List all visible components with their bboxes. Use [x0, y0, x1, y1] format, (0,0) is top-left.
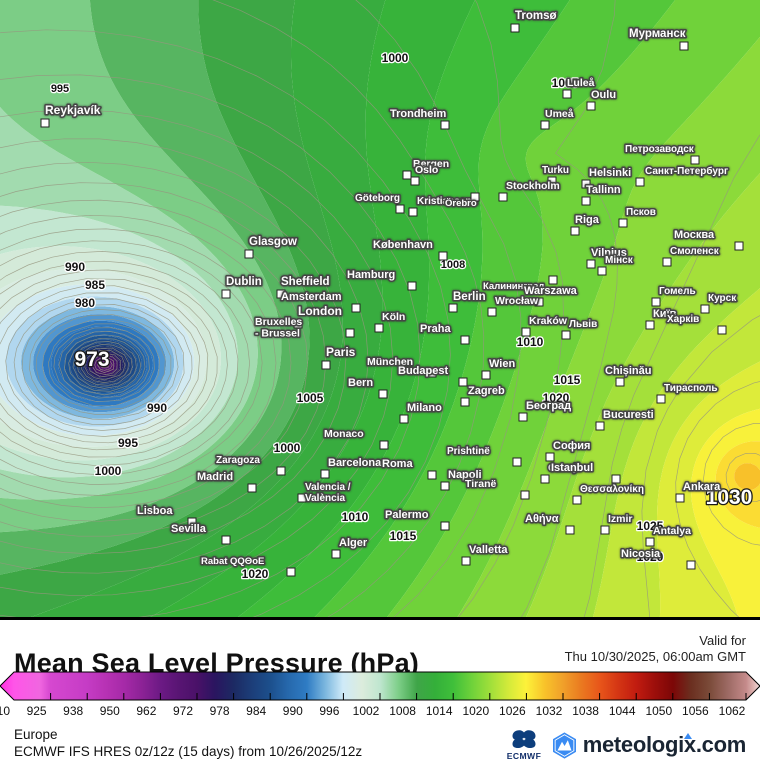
- svg-text:Θεσσαλονίκη: Θεσσαλονίκη: [580, 484, 644, 495]
- svg-text:Смоленск: Смоленск: [670, 246, 720, 257]
- svg-text:London: London: [298, 304, 342, 318]
- svg-text:- Brussel: - Brussel: [255, 328, 300, 340]
- svg-text:София: София: [553, 440, 590, 452]
- svg-text:Luleå: Luleå: [567, 77, 595, 89]
- svg-text:Stockholm: Stockholm: [506, 180, 560, 192]
- svg-text:Ankara: Ankara: [683, 481, 721, 493]
- svg-text:Αθήνα: Αθήνα: [525, 513, 559, 525]
- svg-text:Turku: Turku: [542, 165, 569, 176]
- svg-text:1000: 1000: [274, 441, 301, 455]
- svg-text:1000: 1000: [95, 464, 122, 478]
- svg-text:1005: 1005: [297, 391, 324, 405]
- svg-text:1015: 1015: [554, 373, 581, 387]
- svg-text:Köln: Köln: [382, 311, 405, 323]
- svg-text:Москва: Москва: [674, 229, 715, 241]
- svg-text:València: València: [305, 493, 345, 504]
- svg-text:Chișinău: Chișinău: [605, 365, 651, 377]
- svg-text:København: København: [373, 239, 433, 251]
- svg-text:Nicosia: Nicosia: [621, 548, 661, 560]
- svg-text:980: 980: [75, 296, 95, 310]
- svg-text:Trondheim: Trondheim: [390, 108, 446, 120]
- svg-text:Гомель: Гомель: [659, 286, 696, 297]
- svg-text:Kraków: Kraków: [529, 315, 568, 327]
- svg-text:Львів: Львів: [569, 319, 597, 330]
- svg-text:Palermo: Palermo: [385, 509, 429, 521]
- svg-text:Praha: Praha: [420, 323, 451, 335]
- svg-text:1015: 1015: [390, 529, 417, 543]
- svg-text:Bern: Bern: [348, 377, 373, 389]
- svg-text:Umeå: Umeå: [545, 108, 574, 120]
- svg-text:Петрозаводск: Петрозаводск: [625, 144, 695, 155]
- svg-text:Alger: Alger: [339, 537, 368, 549]
- svg-text:Tromsø: Tromsø: [515, 10, 557, 22]
- svg-text:Мінск: Мінск: [605, 255, 634, 266]
- svg-text:Paris: Paris: [326, 345, 356, 359]
- svg-text:Београд: Београд: [526, 400, 571, 412]
- svg-text:Izmir: Izmir: [608, 513, 633, 525]
- svg-text:Madrid: Madrid: [197, 471, 233, 483]
- svg-text:990: 990: [147, 401, 167, 415]
- svg-text:Oslo: Oslo: [415, 164, 438, 176]
- svg-text:995: 995: [118, 436, 138, 450]
- svg-text:Tiranë: Tiranë: [465, 478, 496, 490]
- svg-text:Zagreb: Zagreb: [468, 385, 505, 397]
- svg-text:Milano: Milano: [407, 402, 442, 414]
- svg-text:Antalya: Antalya: [653, 525, 691, 537]
- svg-text:973: 973: [74, 348, 109, 371]
- svg-text:995: 995: [51, 83, 69, 95]
- svg-text:Roma: Roma: [382, 458, 413, 470]
- svg-text:Харків: Харків: [667, 314, 699, 325]
- svg-text:Oulu: Oulu: [591, 89, 616, 101]
- svg-text:Helsinki: Helsinki: [589, 167, 631, 179]
- svg-text:Budapest: Budapest: [398, 365, 448, 377]
- svg-text:Örebro: Örebro: [445, 198, 477, 209]
- svg-text:Санкт-Петербург: Санкт-Петербург: [645, 165, 728, 177]
- svg-text:Bucuresti: Bucuresti: [603, 409, 654, 421]
- svg-text:Bruxelles: Bruxelles: [255, 316, 302, 328]
- svg-text:Tallinn: Tallinn: [586, 184, 621, 196]
- svg-text:Valletta: Valletta: [469, 544, 508, 556]
- svg-text:Valencia /: Valencia /: [305, 482, 351, 493]
- svg-text:Istanbul: Istanbul: [551, 462, 593, 474]
- svg-text:Wrocław: Wrocław: [495, 295, 539, 307]
- svg-text:Тирасполь: Тирасполь: [664, 383, 718, 394]
- svg-text:Sheffield: Sheffield: [281, 276, 330, 288]
- svg-text:1000: 1000: [382, 51, 409, 65]
- svg-text:Мурманск: Мурманск: [629, 28, 686, 40]
- svg-text:Dublin: Dublin: [226, 276, 262, 288]
- svg-text:1020: 1020: [242, 567, 269, 581]
- svg-text:1010: 1010: [342, 510, 369, 524]
- svg-text:Lisboa: Lisboa: [137, 505, 173, 517]
- svg-text:Prishtinë: Prishtinë: [447, 446, 490, 457]
- svg-text:Monaco: Monaco: [324, 428, 364, 440]
- svg-text:Курск: Курск: [708, 293, 737, 304]
- svg-text:1008: 1008: [441, 259, 465, 271]
- svg-text:Sevilla: Sevilla: [171, 523, 207, 535]
- svg-text:Reykjavík: Reykjavík: [45, 103, 101, 117]
- svg-text:985: 985: [85, 278, 105, 292]
- svg-text:ECMWF: ECMWF: [506, 751, 540, 760]
- svg-text:1010: 1010: [517, 335, 544, 349]
- svg-text:Glasgow: Glasgow: [249, 236, 297, 248]
- svg-text:Amsterdam: Amsterdam: [281, 291, 342, 303]
- svg-text:990: 990: [65, 260, 85, 274]
- svg-text:Zaragoza: Zaragoza: [216, 455, 260, 466]
- svg-text:Göteborg: Göteborg: [355, 193, 400, 204]
- svg-text:Hamburg: Hamburg: [347, 269, 395, 281]
- svg-text:Псков: Псков: [626, 207, 656, 218]
- svg-text:Riga: Riga: [575, 214, 600, 226]
- svg-text:Berlin: Berlin: [453, 291, 486, 303]
- svg-text:Wien: Wien: [489, 358, 515, 370]
- svg-text:Rabat QQΘoE: Rabat QQΘoE: [201, 556, 264, 567]
- svg-text:Barcelona: Barcelona: [328, 457, 382, 469]
